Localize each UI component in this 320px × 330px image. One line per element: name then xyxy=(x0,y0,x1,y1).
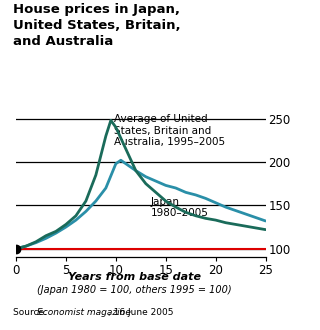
Text: Average of United
States, Britain and
Australia, 1995–2005: Average of United States, Britain and Au… xyxy=(114,114,225,148)
Text: House prices in Japan,
United States, Britain,
and Australia: House prices in Japan, United States, Br… xyxy=(13,3,180,48)
Text: Japan
1980–2005: Japan 1980–2005 xyxy=(151,197,209,218)
Text: , 16 June 2005: , 16 June 2005 xyxy=(108,308,173,317)
Text: Years from base date: Years from base date xyxy=(68,272,201,282)
Text: (Japan 1980 = 100, others 1995 = 100): (Japan 1980 = 100, others 1995 = 100) xyxy=(37,285,232,295)
Text: Economist magazine: Economist magazine xyxy=(37,308,131,317)
Text: Source:: Source: xyxy=(13,308,50,317)
